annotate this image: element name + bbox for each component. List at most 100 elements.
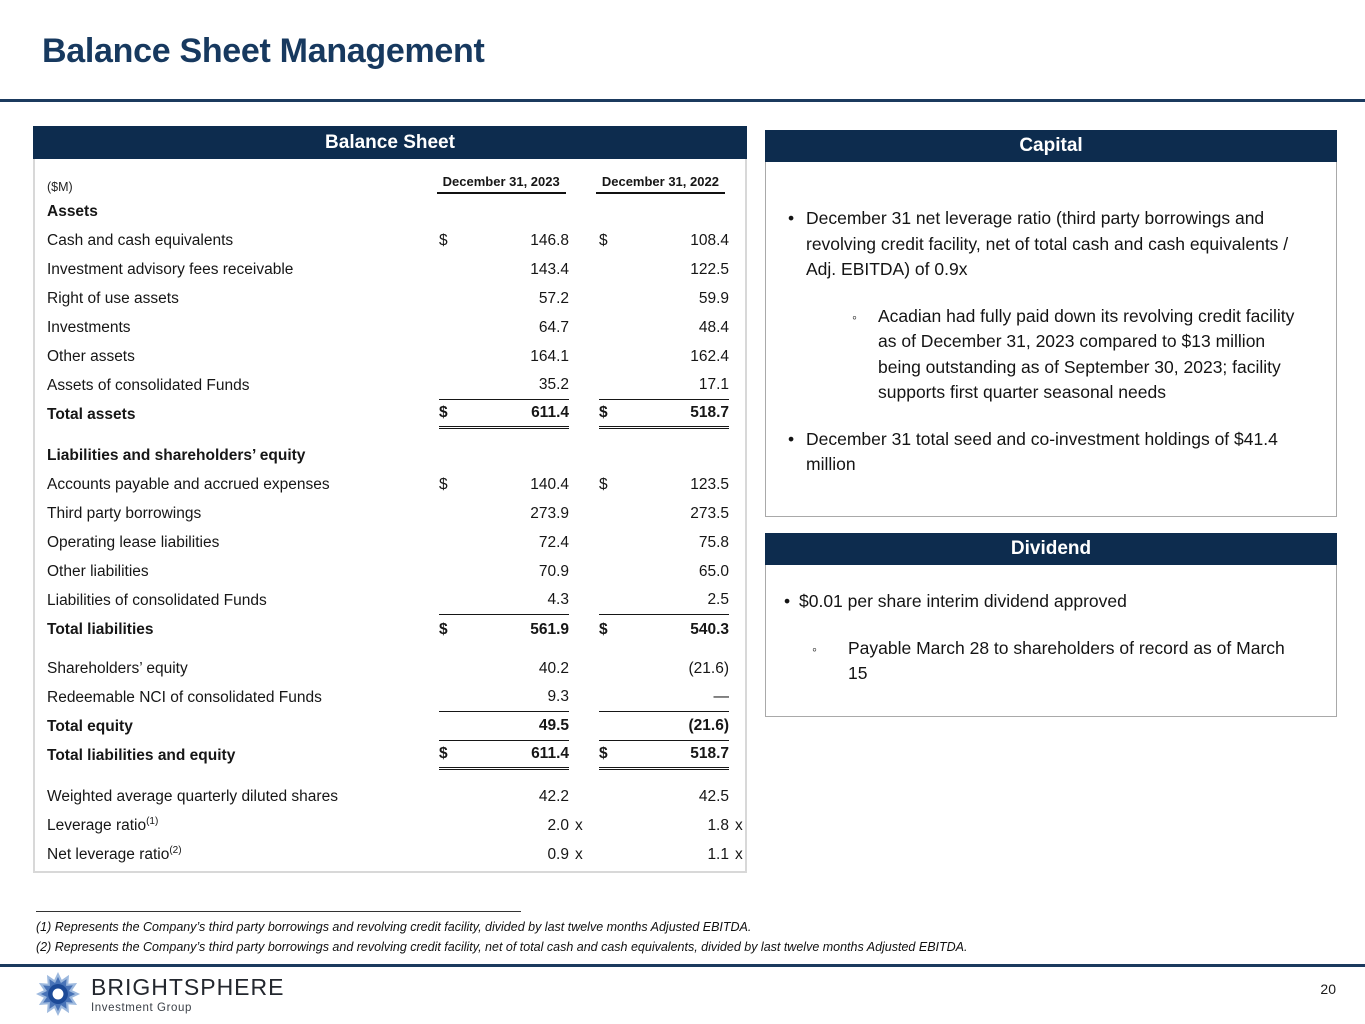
row-label: Total liabilities and equity [47, 746, 236, 764]
row-label: Shareholders’ equity [47, 659, 188, 677]
value: 42.2 [538, 787, 569, 805]
value-2022: — [599, 683, 729, 712]
value-2022: 162.4 [599, 342, 729, 371]
table-row: Operating lease liabilities 72.4 75.8 [35, 528, 745, 557]
value-2023: 4.3 [439, 586, 569, 615]
spacer [35, 644, 745, 654]
column-header-row: ($M) December 31, 2023 December 31, 2022 [35, 164, 745, 194]
spacer [35, 429, 745, 441]
logo-name: BRIGHTSPHERE [91, 974, 285, 1000]
currency-symbol: $ [439, 475, 448, 493]
value: 40.2 [538, 659, 569, 677]
value-2023: 70.9 [439, 557, 569, 586]
table-row: Other assets 164.1 162.4 [35, 342, 745, 371]
value-2022: 48.4 [599, 313, 729, 342]
value-2022: 42.5 [599, 782, 729, 811]
row-label: Redeemable NCI of consolidated Funds [47, 688, 322, 706]
currency-symbol: $ [439, 404, 448, 421]
total-liabilities-row: Total liabilities $561.9 $540.3 [35, 615, 745, 644]
table-row: Liabilities of consolidated Funds 4.3 2.… [35, 586, 745, 615]
capital-header: Capital [765, 130, 1337, 162]
value-2023: $561.9 [439, 615, 569, 644]
value: 2.0 [547, 816, 569, 834]
value-2023: 72.4 [439, 528, 569, 557]
currency-symbol: $ [439, 745, 448, 762]
value: (21.6) [688, 659, 730, 677]
value: 518.7 [690, 745, 729, 762]
value: 164.1 [530, 347, 569, 365]
value: 518.7 [690, 404, 729, 421]
bullet-icon: • [784, 591, 791, 611]
currency-symbol: $ [439, 231, 448, 249]
value-2022: 17.1 [599, 371, 729, 400]
bullet-icon: • [788, 428, 795, 449]
value: 17.1 [698, 376, 729, 393]
sub-bullet-item: ◦ Payable March 28 to shareholders of re… [812, 636, 1308, 687]
spacer [35, 770, 745, 782]
total-equity-row: Total equity 49.5 (21.6) [35, 712, 745, 741]
value-2022: $518.7 [599, 741, 729, 770]
column-header-2023: December 31, 2023 [436, 174, 566, 194]
starburst-icon [36, 972, 80, 1016]
value-2022: $123.5 [599, 470, 729, 499]
value: (21.6) [688, 717, 730, 734]
bullet-item: • $0.01 per share interim dividend appro… [784, 589, 1308, 615]
section-label: Liabilities and shareholders’ equity [47, 446, 306, 464]
value: 75.8 [698, 533, 729, 551]
value-2022: 122.5 [599, 255, 729, 284]
value: 162.4 [690, 347, 729, 365]
row-label: Right of use assets [47, 289, 179, 307]
value: 42.5 [698, 787, 729, 805]
capital-body: • December 31 net leverage ratio (third … [765, 162, 1337, 517]
value-2022: $540.3 [599, 615, 729, 644]
value: 2.5 [707, 591, 729, 608]
row-label: Other liabilities [47, 562, 149, 580]
value: 123.5 [690, 475, 729, 493]
row-label: Net leverage ratio(2) [47, 844, 182, 863]
value: 64.7 [538, 318, 569, 336]
value-2023: 64.7 [439, 313, 569, 342]
capital-panel: Capital • December 31 net leverage ratio… [765, 130, 1337, 517]
value-2023: 35.2 [439, 371, 569, 400]
value-2023: 143.4 [439, 255, 569, 284]
footnote-ref: (1) [146, 815, 159, 827]
title-divider [0, 99, 1365, 102]
value-2023: $611.4 [439, 400, 569, 429]
balance-sheet-header: Balance Sheet [33, 126, 747, 159]
footnote-2: (2) Represents the Company’s third party… [36, 940, 968, 954]
value: 108.4 [690, 231, 729, 249]
value: 9.3 [547, 688, 569, 705]
value: 48.4 [698, 318, 729, 336]
row-label: Investments [47, 318, 131, 336]
logo-tagline: Investment Group [91, 1002, 193, 1014]
brightsphere-logo: BRIGHTSPHERE Investment Group [36, 972, 284, 1016]
section-row-liabilities: Liabilities and shareholders’ equity [35, 441, 745, 470]
leverage-ratio-row: Leverage ratio(1) 2.0 x 1.8 x [35, 811, 745, 840]
ratio-unit: x [735, 816, 743, 834]
bullet-icon: • [788, 208, 795, 228]
ratio-unit: x [575, 816, 583, 834]
value-2022: 75.8 [599, 528, 729, 557]
value: 72.4 [538, 533, 569, 551]
footnote-1: (1) Represents the Company’s third party… [36, 920, 752, 934]
page-title: Balance Sheet Management [42, 32, 485, 70]
value: 70.9 [538, 562, 569, 580]
sub-bullet-item: ◦ Acadian had fully paid down its revolv… [852, 304, 1308, 406]
column-header-2022: December 31, 2022 [595, 174, 725, 194]
value-2022: $518.7 [599, 400, 729, 429]
section-row-assets: Assets [35, 197, 745, 226]
value: 35.2 [538, 376, 569, 393]
table-row: Cash and cash equivalents $146.8 $108.4 [35, 226, 745, 255]
row-label: Operating lease liabilities [47, 533, 220, 551]
value: 57.2 [538, 289, 569, 307]
row-label: Assets of consolidated Funds [47, 376, 250, 394]
balance-sheet-panel: Balance Sheet ($M) December 31, 2023 Dec… [33, 126, 747, 873]
value-2022: 65.0 [599, 557, 729, 586]
value-2022: (21.6) [599, 712, 729, 741]
value-2023: 57.2 [439, 284, 569, 313]
value: 122.5 [690, 260, 729, 278]
value: 611.4 [531, 404, 569, 421]
value-2022: (21.6) [599, 654, 730, 683]
footnote-ref: (2) [169, 844, 182, 856]
